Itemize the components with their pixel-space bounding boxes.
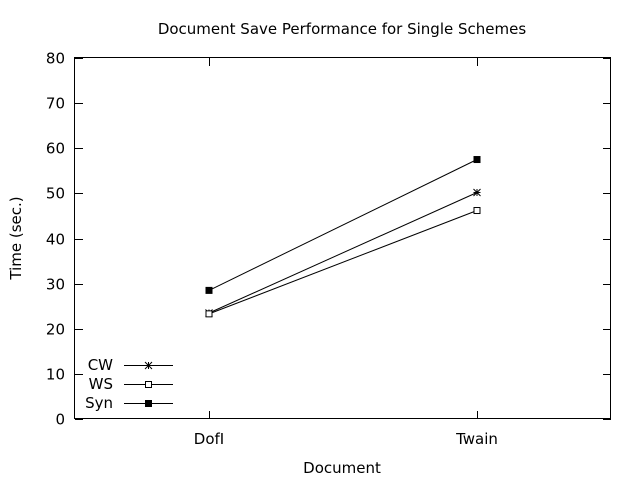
- legend-label-syn: Syn: [85, 394, 113, 412]
- series-line-ws: [208, 210, 478, 315]
- legend-marker-syn: [145, 400, 152, 407]
- legend-marker-cw: [144, 361, 153, 370]
- data-point-syn: [473, 156, 481, 164]
- y-tick-label: 70: [46, 95, 65, 113]
- legend-marker-ws: [145, 381, 152, 388]
- x-axis-label: Document: [303, 459, 381, 477]
- plot-frame: [74, 57, 611, 419]
- y-tick-label: 50: [46, 185, 65, 203]
- series-layer: [205, 156, 481, 318]
- y-tick-label: 60: [46, 140, 65, 158]
- y-tick-label: 0: [55, 411, 65, 429]
- y-axis: 0 10 20 30 40 50 60 70 80: [46, 50, 611, 429]
- data-point-ws: [205, 310, 213, 318]
- legend-label-ws: WS: [89, 375, 113, 393]
- y-tick-label: 40: [46, 231, 65, 249]
- y-tick-label: 20: [46, 321, 65, 339]
- series-line-cw: [208, 192, 478, 314]
- data-point-cw: [473, 188, 481, 197]
- data-point-ws: [473, 207, 481, 215]
- x-axis: DofI Twain: [194, 58, 498, 448]
- y-tick-label: 30: [46, 276, 65, 294]
- legend-label-cw: CW: [88, 356, 113, 374]
- x-tick-label: DofI: [194, 430, 224, 448]
- x-tick-label: Twain: [455, 430, 498, 448]
- y-axis-label: Time (sec.): [7, 196, 25, 280]
- y-tick-label: 10: [46, 366, 65, 384]
- chart-title: Document Save Performance for Single Sch…: [158, 20, 527, 38]
- y-tick-label: 80: [46, 50, 65, 68]
- data-point-syn: [205, 286, 213, 294]
- series-line-syn: [208, 159, 478, 291]
